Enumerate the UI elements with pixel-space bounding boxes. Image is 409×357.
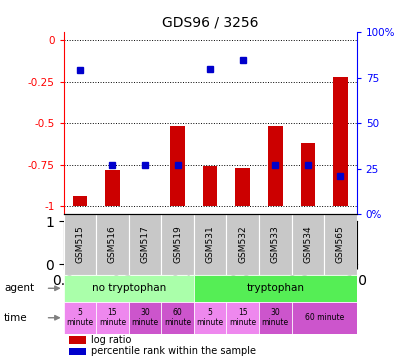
Text: GSM531: GSM531: [205, 226, 214, 263]
Title: GDS96 / 3256: GDS96 / 3256: [162, 16, 258, 30]
Bar: [193, 214, 226, 275]
Bar: [63, 302, 96, 334]
Text: no tryptophan: no tryptophan: [91, 283, 165, 293]
Text: 60 minute: 60 minute: [304, 313, 343, 322]
Bar: [128, 302, 161, 334]
Bar: [69, 336, 85, 343]
Bar: [193, 275, 356, 302]
Bar: [72, 196, 87, 206]
Bar: [63, 275, 193, 302]
Text: 60
minute: 60 minute: [164, 308, 191, 327]
Bar: [226, 302, 258, 334]
Text: percentile rank within the sample: percentile rank within the sample: [91, 346, 256, 356]
Bar: [63, 214, 96, 275]
Bar: [226, 214, 258, 275]
Text: agent: agent: [4, 283, 34, 293]
Bar: [128, 214, 161, 275]
Bar: [96, 302, 128, 334]
Text: GSM519: GSM519: [173, 226, 182, 263]
Text: time: time: [4, 313, 28, 323]
Text: GSM565: GSM565: [335, 226, 344, 263]
Bar: [105, 170, 119, 206]
Text: GSM515: GSM515: [75, 226, 84, 263]
Bar: [235, 168, 249, 206]
Bar: [332, 77, 347, 206]
Text: 5
minute: 5 minute: [196, 308, 223, 327]
Text: log ratio: log ratio: [91, 335, 131, 345]
Bar: [258, 302, 291, 334]
Text: GSM533: GSM533: [270, 226, 279, 263]
Bar: [291, 302, 356, 334]
Bar: [170, 126, 184, 206]
Text: 30
minute: 30 minute: [131, 308, 158, 327]
Text: tryptophan: tryptophan: [246, 283, 303, 293]
Text: GSM516: GSM516: [108, 226, 117, 263]
Text: 5
minute: 5 minute: [66, 308, 93, 327]
Text: GSM534: GSM534: [303, 226, 312, 263]
Bar: [300, 143, 315, 206]
Bar: [193, 302, 226, 334]
Bar: [258, 214, 291, 275]
Bar: [324, 214, 356, 275]
Text: GSM532: GSM532: [238, 226, 247, 263]
Bar: [96, 214, 128, 275]
Text: 30
minute: 30 minute: [261, 308, 288, 327]
Bar: [202, 166, 217, 206]
Bar: [161, 214, 193, 275]
Text: 15
minute: 15 minute: [99, 308, 126, 327]
Bar: [69, 348, 85, 355]
Text: 15
minute: 15 minute: [229, 308, 256, 327]
Bar: [161, 302, 193, 334]
Bar: [267, 126, 282, 206]
Text: GSM517: GSM517: [140, 226, 149, 263]
Bar: [291, 214, 324, 275]
